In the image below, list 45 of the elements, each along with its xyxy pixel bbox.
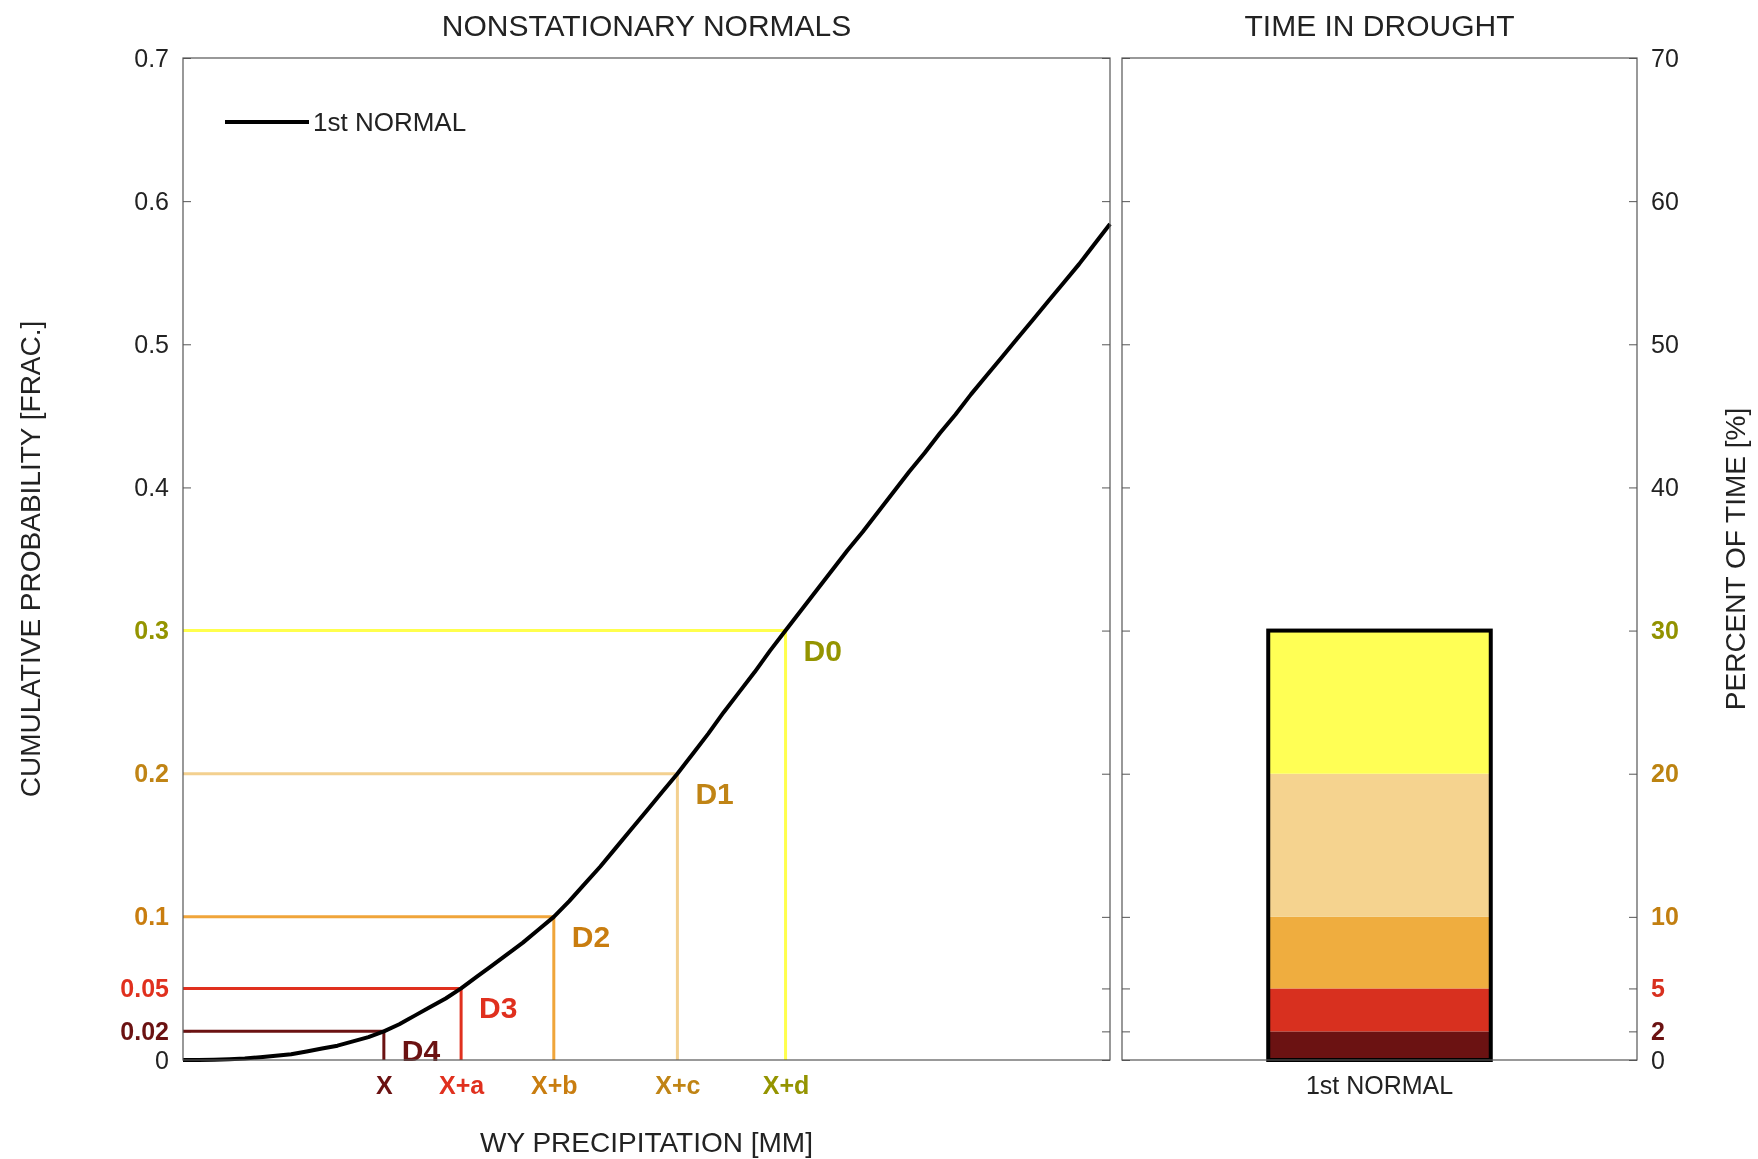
bar bbox=[675, 773, 679, 1060]
y2-tick-label: 0 bbox=[1651, 1045, 1665, 1074]
bar bbox=[1268, 988, 1491, 1032]
y-tick-label: 0.6 bbox=[134, 186, 169, 215]
y-tick-label: 0.02 bbox=[120, 1016, 169, 1045]
x-tick-label: X+d bbox=[762, 1070, 810, 1099]
y-tick-label: 0.05 bbox=[120, 973, 170, 1002]
y2-tick-label: 50 bbox=[1651, 329, 1679, 358]
annotation: D1 bbox=[695, 776, 734, 810]
annotation: D4 bbox=[401, 1034, 441, 1068]
y2-tick-label: 40 bbox=[1651, 472, 1679, 501]
y2-tick-label: 2 bbox=[1651, 1016, 1665, 1045]
bar bbox=[459, 988, 463, 1060]
bar bbox=[784, 630, 788, 1060]
x-tick-label: X+b bbox=[531, 1070, 578, 1099]
bar bbox=[1268, 1031, 1491, 1060]
annotation: D0 bbox=[803, 633, 842, 667]
x-tick-label: 1st NORMAL bbox=[1305, 1070, 1454, 1099]
y2-tick-label: 60 bbox=[1651, 186, 1679, 215]
y2-tick-label: 10 bbox=[1651, 902, 1679, 931]
chart-title: TIME IN DROUGHT bbox=[1244, 9, 1515, 42]
y-tick-label: 0.7 bbox=[134, 43, 169, 72]
y2-tick-label: 5 bbox=[1651, 973, 1665, 1002]
annotation: D2 bbox=[571, 919, 611, 953]
line-series bbox=[181, 222, 1112, 1062]
y-tick-label: 0.5 bbox=[134, 329, 169, 358]
y-tick-label: 0.2 bbox=[134, 759, 169, 788]
bar bbox=[552, 916, 556, 1060]
chart-title: NONSTATIONARY NORMALS bbox=[441, 9, 852, 42]
y2-tick-label: 70 bbox=[1651, 43, 1679, 72]
y2-axis-title: PERCENT OF TIME [%] bbox=[1720, 407, 1751, 711]
x-tick-label: X+a bbox=[439, 1070, 486, 1099]
y2-tick-label: 20 bbox=[1651, 759, 1679, 788]
legend-label: 1st NORMAL bbox=[313, 107, 467, 137]
bar bbox=[1268, 916, 1491, 989]
y-tick-label: 0.1 bbox=[134, 902, 170, 931]
y2-tick-label: 30 bbox=[1651, 616, 1679, 645]
y-tick-label: 0.3 bbox=[134, 616, 169, 645]
x-axis-title: WY PRECIPITATION [MM] bbox=[480, 1127, 813, 1158]
y-tick-label: 0 bbox=[155, 1045, 169, 1074]
y-tick-label: 0.4 bbox=[134, 472, 170, 501]
y-axis-title: CUMULATIVE PROBABILITY [FRAC.] bbox=[15, 320, 46, 798]
x-tick-label: X+c bbox=[655, 1070, 701, 1099]
x-tick-label: X bbox=[376, 1070, 394, 1099]
annotation: D3 bbox=[479, 991, 518, 1025]
